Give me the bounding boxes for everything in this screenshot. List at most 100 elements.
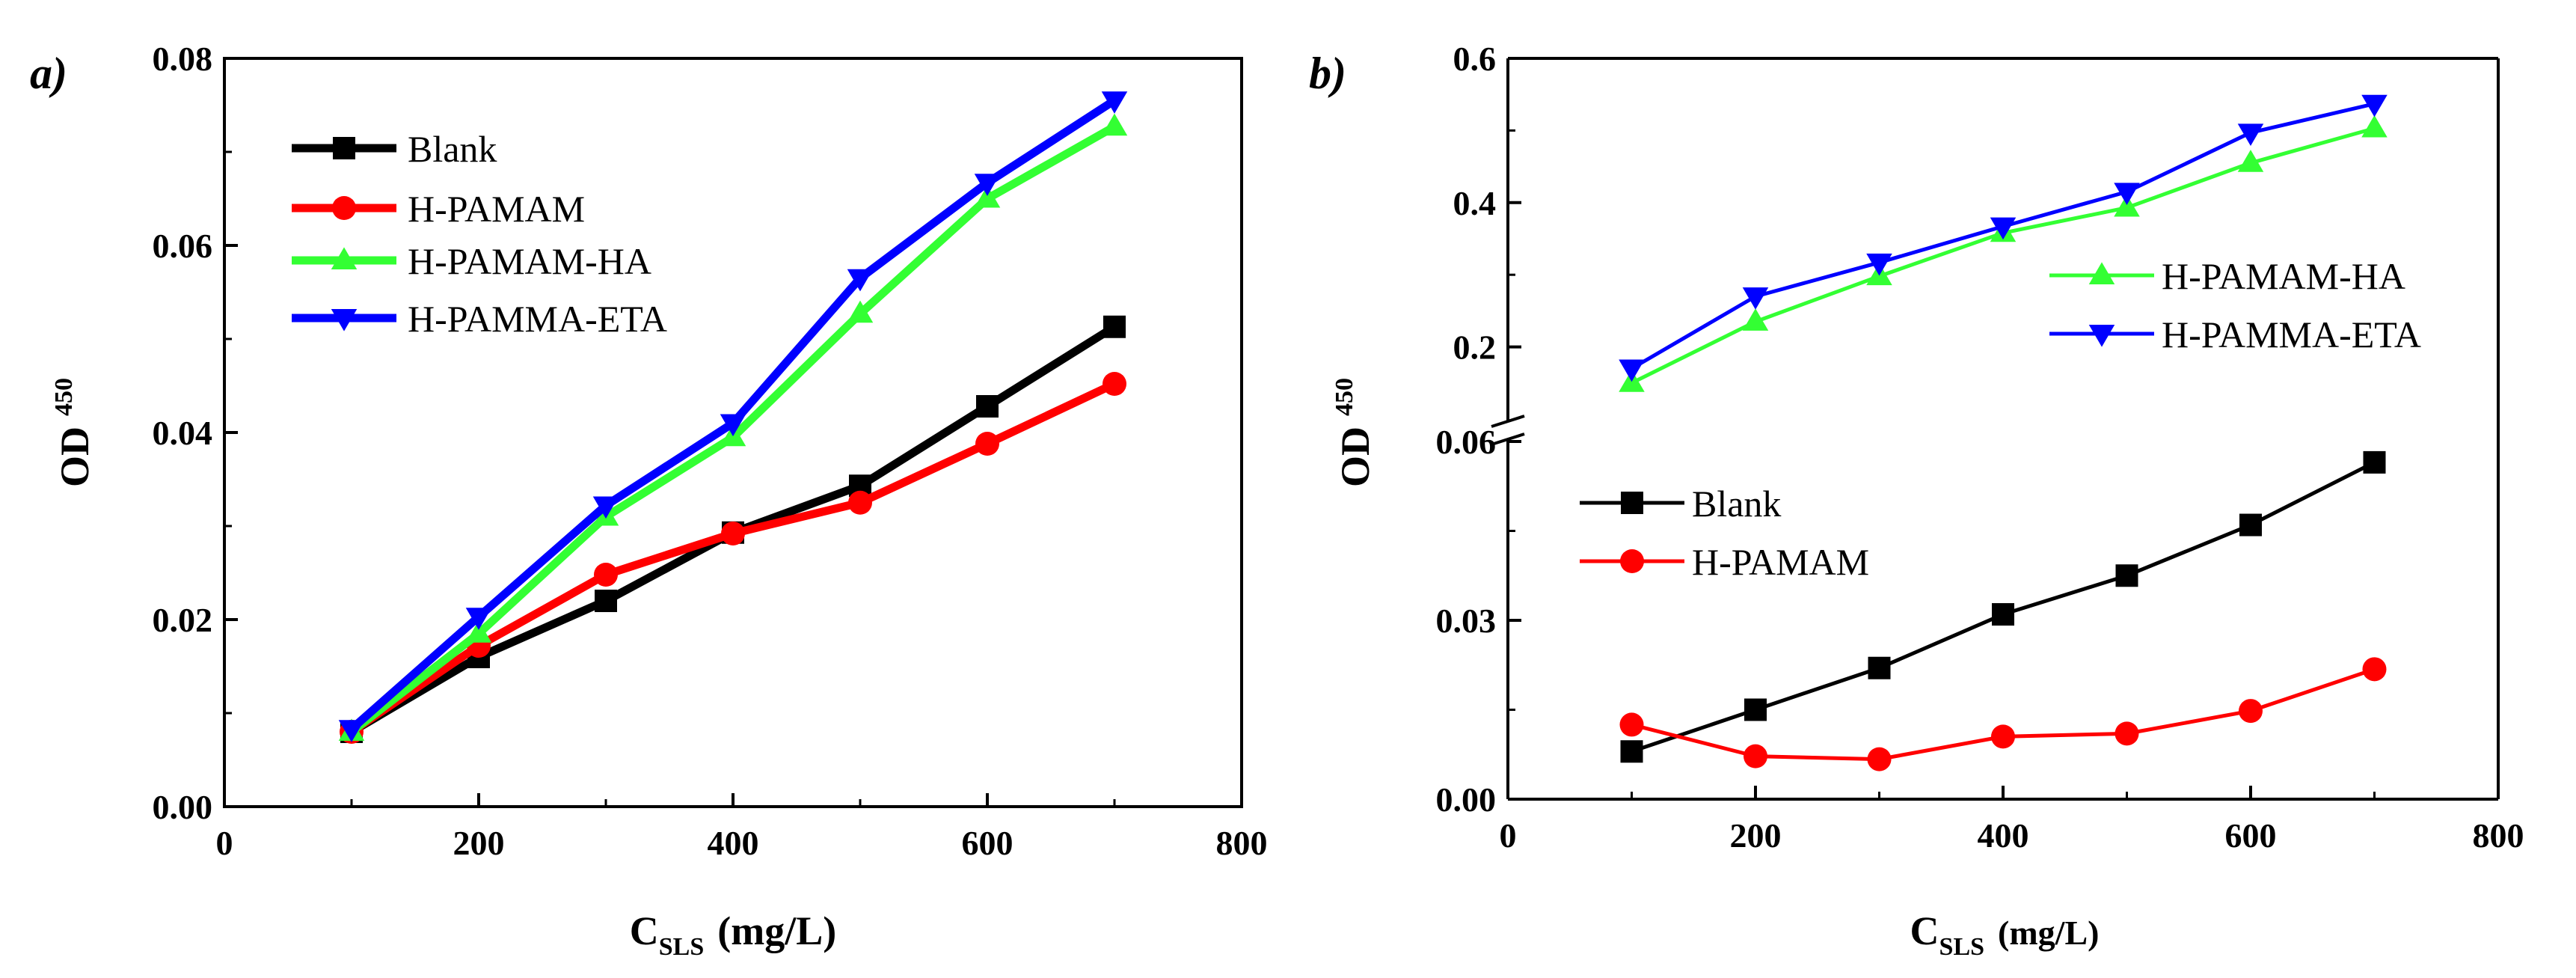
series-h-pamma-eta [1619,94,2388,382]
data-point [465,620,492,643]
legend-swatch [1580,492,1684,514]
y-tick-label: 0.06 [1436,423,1497,461]
data-point [595,590,617,612]
y-tick-label: 0.00 [1436,780,1497,819]
legend-swatch [292,247,396,269]
y-title-main: OD [52,427,97,487]
legend-item-h-pamam: H-PAMAM [292,188,585,230]
data-point [1619,712,1644,737]
data-point [2237,150,2264,172]
legend-swatch-marker [1621,492,1643,514]
axis-break-mark-lower [1491,433,1525,446]
legend-label-h-pamam-ha: H-PAMAM-HA [2162,255,2405,297]
legend-swatch-marker [2088,262,2115,284]
y-tick-label: 0.00 [153,788,213,826]
panel-a-x-axis-title: CSLS (mg/L) [630,908,836,961]
panel-b-plot-frame [1491,57,2500,801]
data-point [720,414,746,437]
x-tick-label: 0 [1500,816,1517,855]
legend-label-h-pamam-ha: H-PAMAM-HA [408,240,651,282]
data-point [1742,308,1769,331]
y-tick-label: 0.03 [1436,602,1497,640]
panel-a-label: a) [30,49,67,98]
legend-swatch [1580,549,1684,573]
panel-b-legend-upper: H-PAMAM-HA H-PAMMA-ETA [2049,255,2421,355]
data-point [2114,183,2140,206]
x-tick-label: 200 [1730,816,1782,855]
legend-swatch-marker [333,137,355,159]
data-point [2361,94,2388,117]
data-point [1991,724,2015,749]
panel-b-series [1619,94,2388,771]
data-point [338,720,365,742]
x-title-unit: (mg/L) [1998,914,2099,952]
legend-swatch [2049,325,2154,347]
data-point [1742,287,1769,310]
data-point [975,432,999,456]
data-point [847,300,874,323]
legend-label-h-pamam: H-PAMAM [1692,541,1869,583]
y-tick-label: 0.2 [1453,328,1497,367]
x-title-sub: SLS [1939,933,1985,961]
data-point [2237,123,2264,146]
data-point [465,608,492,630]
panel-a-y-ticks: 0.00 0.02 0.04 0.06 0.08 [153,40,238,826]
legend-item-h-pamma-eta: H-PAMMA-ETA [2049,314,2421,355]
panel-b-x-ticks: 0 200 400 600 800 [1500,786,2524,855]
y-title-main: OD [1333,427,1378,487]
legend-item-h-pamam-ha: H-PAMAM-HA [2049,255,2405,297]
legend-label-h-pamma-eta: H-PAMMA-ETA [2162,314,2421,355]
data-point [1868,656,1891,679]
legend-item-h-pamam-ha: H-PAMAM-HA [292,240,651,282]
x-title-main: C [1910,908,1939,953]
y-tick-label: 0.04 [153,414,213,452]
data-point [592,496,619,519]
svg-text:OD450: OD 450 [50,378,97,487]
panel-b-x-axis-title: CSLS (mg/L) [1910,908,2100,961]
panel-a-plot-frame [223,57,1243,808]
data-point [2115,721,2139,746]
panel-a-x-ticks: 0 200 400 600 800 [216,793,1268,862]
chart-panel-b: b) 0.00 0.03 0.06 0.2 0.4 0.6 0 200 400 600 800 H… [1309,40,2524,961]
data-point [2114,194,2140,217]
legend-item-h-pamam: H-PAMAM [1580,541,1869,583]
axis-break-mark-upper [1491,415,1525,428]
legend-swatch-marker [1620,549,1644,573]
data-point [1101,113,1128,136]
x-title-sub: SLS [659,933,705,961]
panel-a-legend: Blank H-PAMAM H-PAMAM-HA H-PAMMA-ETA [292,128,667,340]
legend-label-blank: Blank [408,128,497,170]
data-point [2239,699,2263,724]
data-point [1101,91,1128,114]
x-tick-label: 600 [962,824,1013,862]
x-tick-label: 800 [2473,816,2524,855]
data-point [1744,744,1767,768]
y-title-sub: 450 [1331,378,1358,416]
x-tick-label: 400 [708,824,759,862]
legend-swatch [292,309,396,331]
data-point [594,563,618,587]
legend-swatch-marker [331,309,358,331]
data-point [1744,698,1767,721]
x-tick-label: 600 [2225,816,2277,855]
y-tick-label: 0.6 [1453,40,1497,78]
panel-a-series [338,91,1128,744]
x-tick-label: 800 [1216,824,1268,862]
series-h-pamam [340,372,1126,744]
data-point [721,522,745,545]
panel-b-y-ticks: 0.00 0.03 0.06 0.2 0.4 0.6 [1436,40,1521,819]
svg-text:OD450: OD 450 [1331,378,1378,487]
legend-swatch [292,137,396,159]
legend-swatch [292,196,396,220]
x-title-main: C [630,908,659,953]
x-tick-label: 0 [216,824,233,862]
legend-label-h-pamma-eta: H-PAMMA-ETA [408,298,667,340]
legend-item-blank: Blank [292,128,497,170]
series-h-pamam [1619,657,2387,771]
panel-b-y-axis-title: OD 450 [1331,378,1378,487]
data-point [1866,253,1892,276]
data-point [1103,315,1126,338]
data-point [2115,564,2138,587]
series-h-pamma-eta [338,91,1128,742]
